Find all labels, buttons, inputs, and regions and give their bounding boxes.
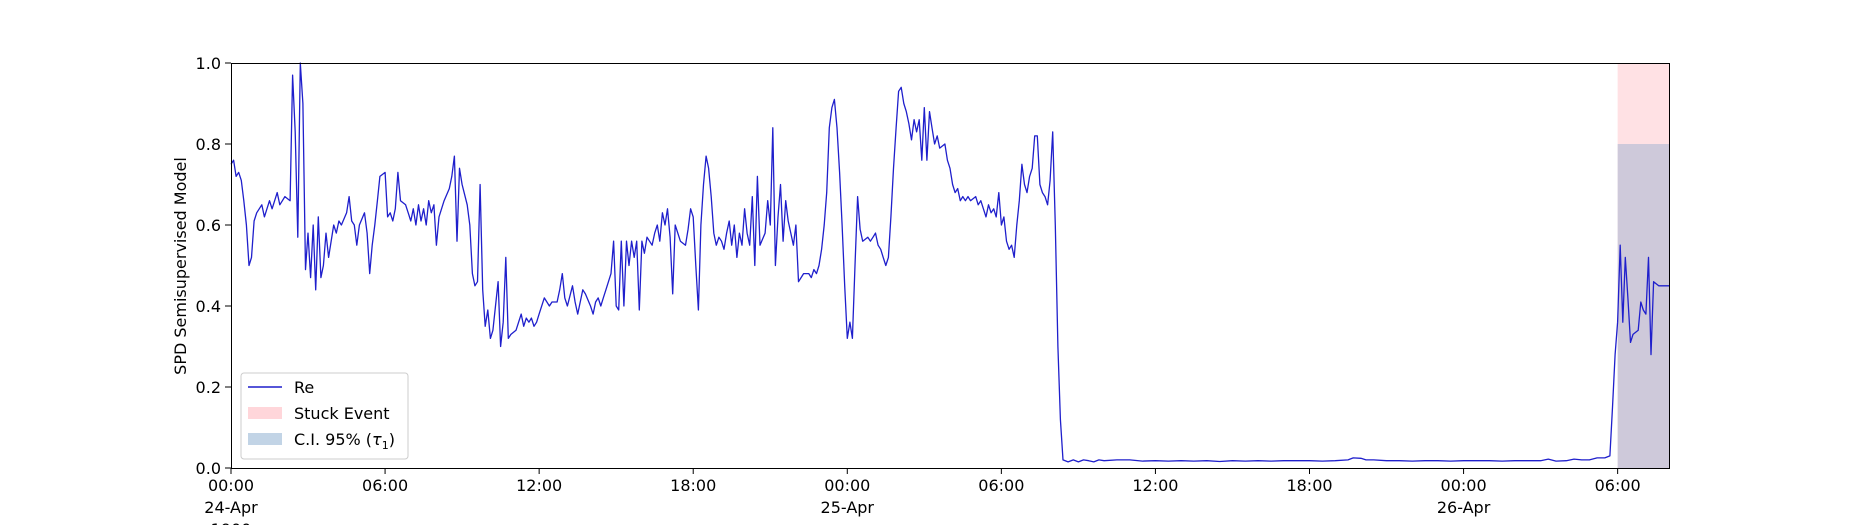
x-tick-label: 06:00: [362, 476, 408, 495]
legend-swatch-stuck-event: [248, 407, 282, 419]
y-tick-label: 0.8: [196, 135, 221, 154]
y-tick-label: 0.0: [196, 459, 221, 478]
shaded-regions: [1617, 63, 1669, 468]
x-tick-label: 12:00: [516, 476, 562, 495]
legend-box: [240, 372, 409, 460]
y-tick-label: 0.6: [196, 216, 221, 235]
x-tick-label: 00:00: [208, 476, 254, 495]
plot-frame: [231, 63, 1670, 469]
x-tick-label: 06:00: [1595, 476, 1641, 495]
x-tick-label: 25-Apr: [821, 498, 875, 517]
y-tick-label: 0.4: [196, 297, 221, 316]
y-axis: 0.0 0.2 0.4 0.6 0.8 1.0: [196, 54, 231, 478]
x-tick-label: 26-Apr: [1437, 498, 1491, 517]
y-axis-label: SPD Semisupervised Model: [171, 157, 190, 375]
x-tick-label: 12:00: [1132, 476, 1178, 495]
x-tick-label: 18:00: [670, 476, 716, 495]
legend: Re Stuck Event C.I. 95% (τ1): [240, 372, 409, 460]
x-tick-label: 18:00: [1286, 476, 1332, 495]
x-tick-label: 24-Apr: [204, 498, 258, 517]
legend-label: C.I. 95% (τ1): [294, 430, 395, 452]
series-lines: [230, 62, 1669, 463]
confidence-interval-region: [1617, 144, 1669, 468]
series-line-re: [230, 62, 1669, 463]
y-tick-label: 0.2: [196, 378, 221, 397]
legend-swatch-confidence-interval: [248, 433, 282, 445]
legend-label: Stuck Event: [294, 404, 390, 423]
x-tick-label: 1900: [211, 520, 252, 525]
x-tick-label: 00:00: [824, 476, 870, 495]
y-tick-label: 1.0: [196, 54, 221, 73]
x-tick-label: 00:00: [1441, 476, 1487, 495]
x-tick-label: 06:00: [978, 476, 1024, 495]
x-axis: 00:00 24-Apr 1900 06:00 12:00 18:00 00:00 25-Ap…: [204, 468, 1641, 525]
legend-label: Re: [294, 378, 314, 397]
